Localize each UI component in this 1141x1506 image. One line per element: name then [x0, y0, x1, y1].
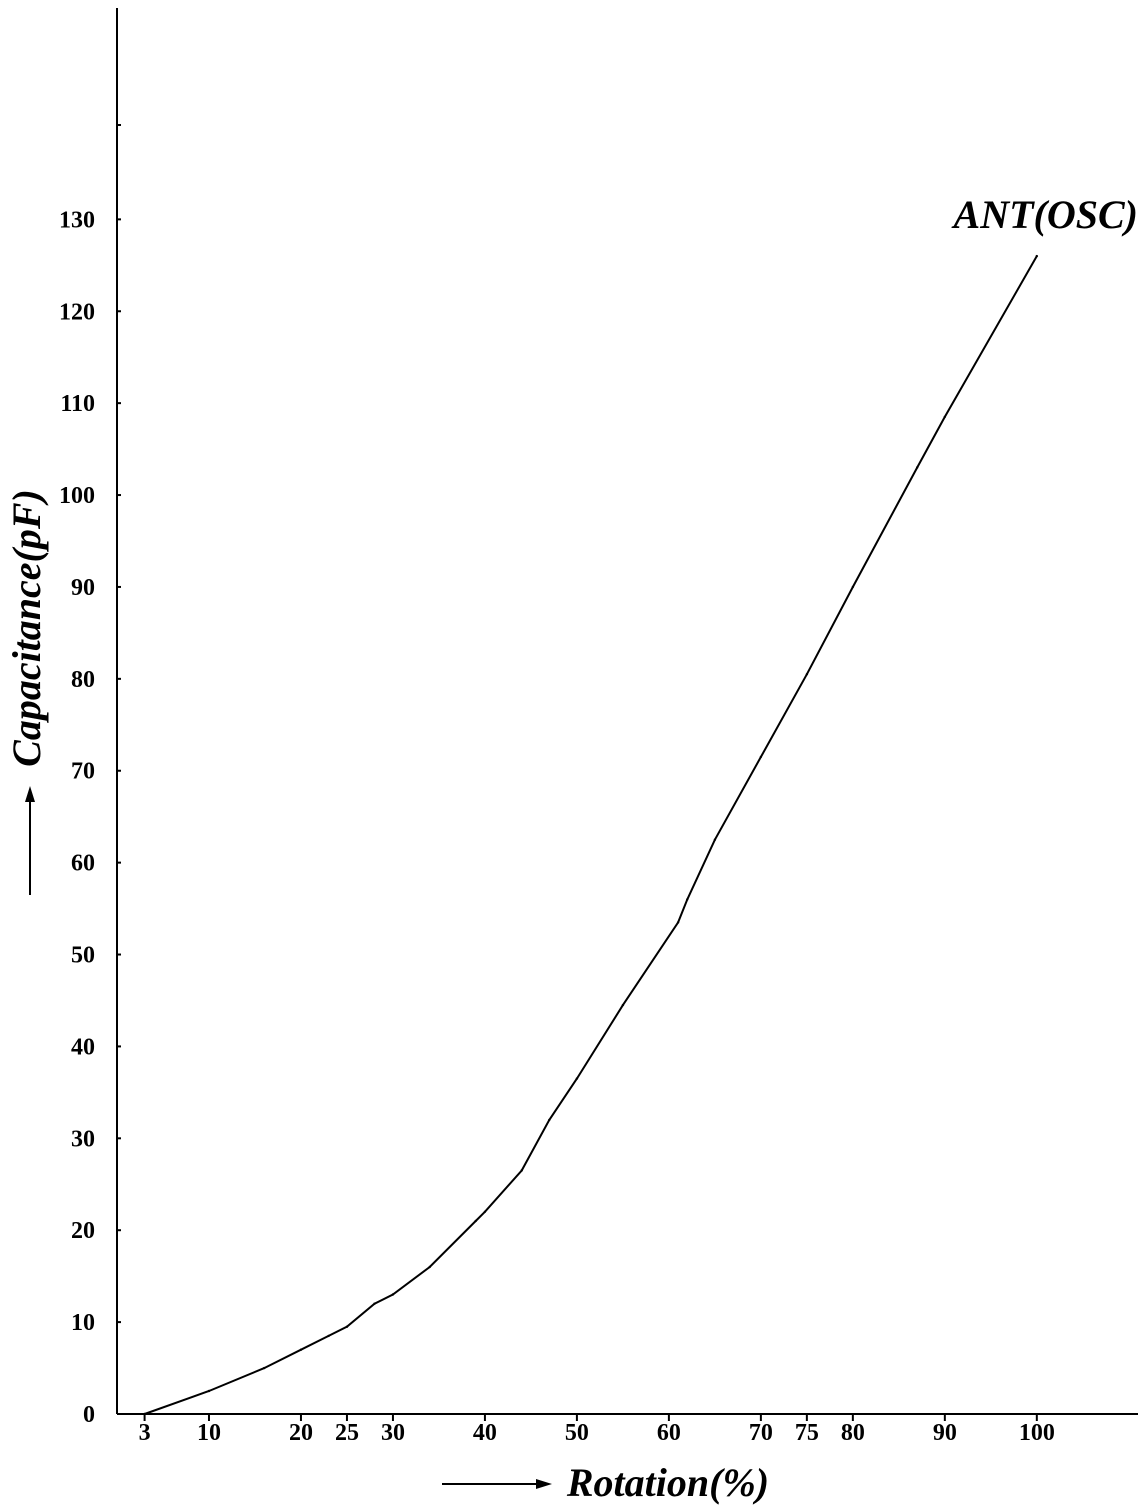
series-group: [143, 254, 1039, 1416]
data-point: [686, 898, 689, 901]
data-point: [548, 1118, 551, 1122]
y-tick-label: 100: [59, 483, 95, 509]
data-point: [428, 1265, 431, 1269]
y-tick-label: 130: [59, 207, 95, 233]
y-tick-label: 10: [71, 1310, 95, 1336]
data-point: [1035, 254, 1039, 258]
x-tick-label: 3: [139, 1420, 151, 1446]
x-tick-label: 20: [289, 1420, 313, 1446]
data-point: [759, 755, 763, 759]
data-point: [474, 1219, 477, 1223]
data-point: [207, 1389, 211, 1393]
x-tick-label: 25: [335, 1420, 359, 1446]
x-tick-label: 10: [197, 1420, 221, 1446]
x-tick-label: 50: [565, 1420, 589, 1446]
data-point: [851, 585, 855, 589]
data-point: [621, 1003, 625, 1007]
data-point: [327, 1334, 330, 1338]
x-axis-arrow-head: [536, 1479, 552, 1489]
y-tick-label: 0: [83, 1402, 95, 1428]
x-tick-group: 3 10 20 25 30 40 50 60 70 75 80 90 100: [139, 1414, 1055, 1446]
y-tick-label: 60: [71, 851, 95, 877]
y-tick-label: 50: [71, 943, 95, 969]
x-tick-label: 90: [933, 1420, 957, 1446]
y-tick-label: 20: [71, 1218, 95, 1244]
y-tick-label: 70: [71, 759, 95, 785]
data-point: [483, 1210, 487, 1214]
series-label: ANT(OSC): [951, 192, 1138, 237]
data-point: [805, 673, 809, 676]
data-point: [373, 1302, 376, 1305]
y-axis-title: Capacitance(pF): [4, 489, 49, 767]
x-tick-label: 80: [841, 1420, 865, 1446]
data-point: [263, 1366, 266, 1370]
y-tick-label: 80: [71, 667, 95, 693]
data-point: [575, 1077, 579, 1080]
x-tick-label: 70: [749, 1420, 773, 1446]
y-tick-label: 90: [71, 575, 95, 601]
y-tick-label: 120: [59, 299, 95, 325]
y-tick-label: 30: [71, 1126, 95, 1152]
data-point: [391, 1293, 395, 1296]
x-tick-label: 75: [795, 1420, 819, 1446]
series-line: [144, 255, 1038, 1415]
y-tick-group: 0 10 20 30 40 50 60 70 80 90 100 110 120 130: [59, 207, 121, 1428]
x-tick-label: 100: [1019, 1420, 1055, 1446]
x-tick-label: 60: [657, 1420, 681, 1446]
data-point: [713, 838, 717, 841]
data-point: [943, 415, 946, 419]
data-point: [299, 1348, 303, 1351]
data-point: [143, 1412, 146, 1416]
y-tick-label: 40: [71, 1034, 95, 1060]
data-point: [916, 466, 919, 469]
x-tick-label: 30: [381, 1420, 405, 1446]
data-point: [676, 921, 680, 924]
y-axis-arrow-head: [25, 786, 35, 802]
y-tick-label: 110: [60, 391, 95, 417]
x-axis-title: Rotation(%): [566, 1460, 769, 1505]
x-tick-label: 40: [473, 1420, 497, 1446]
data-point: [520, 1169, 523, 1172]
data-point: [345, 1325, 349, 1328]
